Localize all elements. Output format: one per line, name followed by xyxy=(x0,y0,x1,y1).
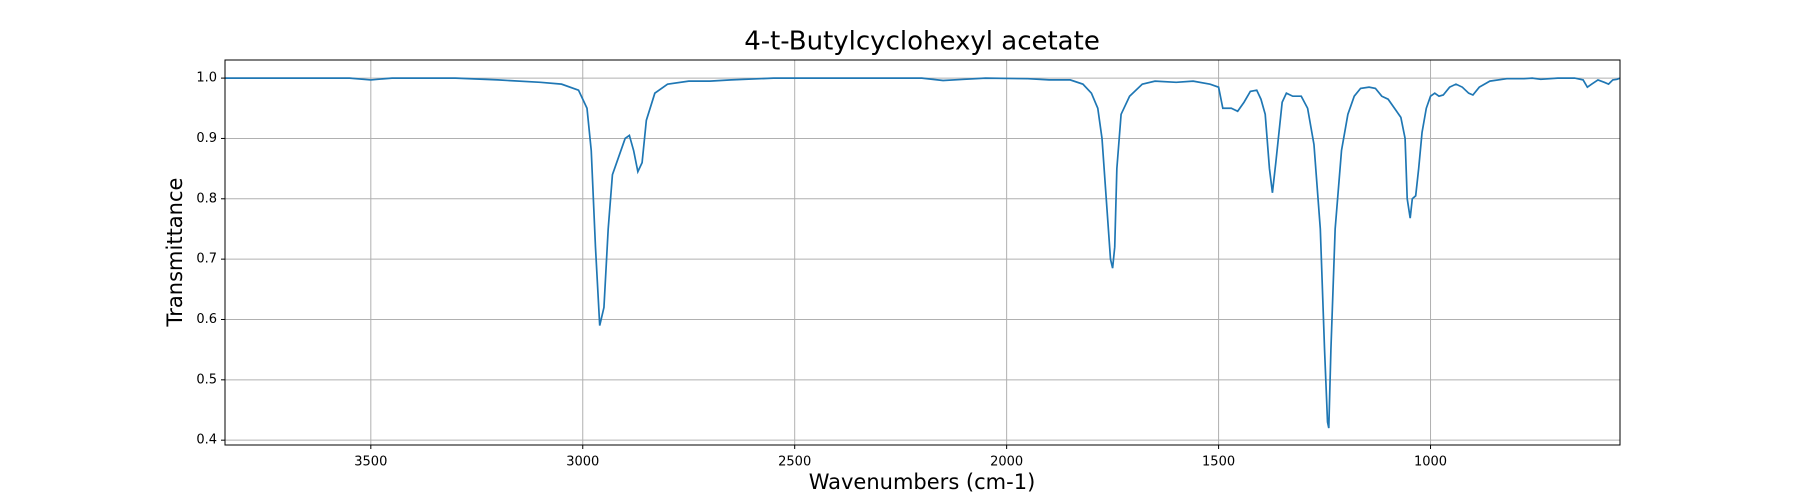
plot-frame xyxy=(224,59,1621,446)
x-tick-label: 2000 xyxy=(990,455,1023,470)
x-tick-label: 1500 xyxy=(1202,455,1235,470)
y-tick-label: 0.5 xyxy=(196,372,217,387)
y-tick-label: 1.0 xyxy=(196,71,217,86)
y-tick-label: 0.7 xyxy=(196,252,217,267)
y-tick-label: 0.6 xyxy=(196,312,217,327)
spectrum-line xyxy=(225,77,1621,429)
chart-title: 4-t-Butylcyclohexyl acetate xyxy=(744,27,1100,57)
x-tick-label: 3000 xyxy=(566,455,599,470)
y-tick-label: 0.8 xyxy=(196,191,217,206)
y-tick-label: 0.4 xyxy=(196,433,217,448)
x-tick-label: 2500 xyxy=(778,455,811,470)
y-axis-label: Transmittance xyxy=(163,178,187,328)
x-axis-label: Wavenumbers (cm-1) xyxy=(809,470,1036,494)
x-tick-label: 1000 xyxy=(1414,455,1447,470)
y-tick-label: 0.9 xyxy=(196,131,217,146)
x-tick-label: 3500 xyxy=(354,455,387,470)
